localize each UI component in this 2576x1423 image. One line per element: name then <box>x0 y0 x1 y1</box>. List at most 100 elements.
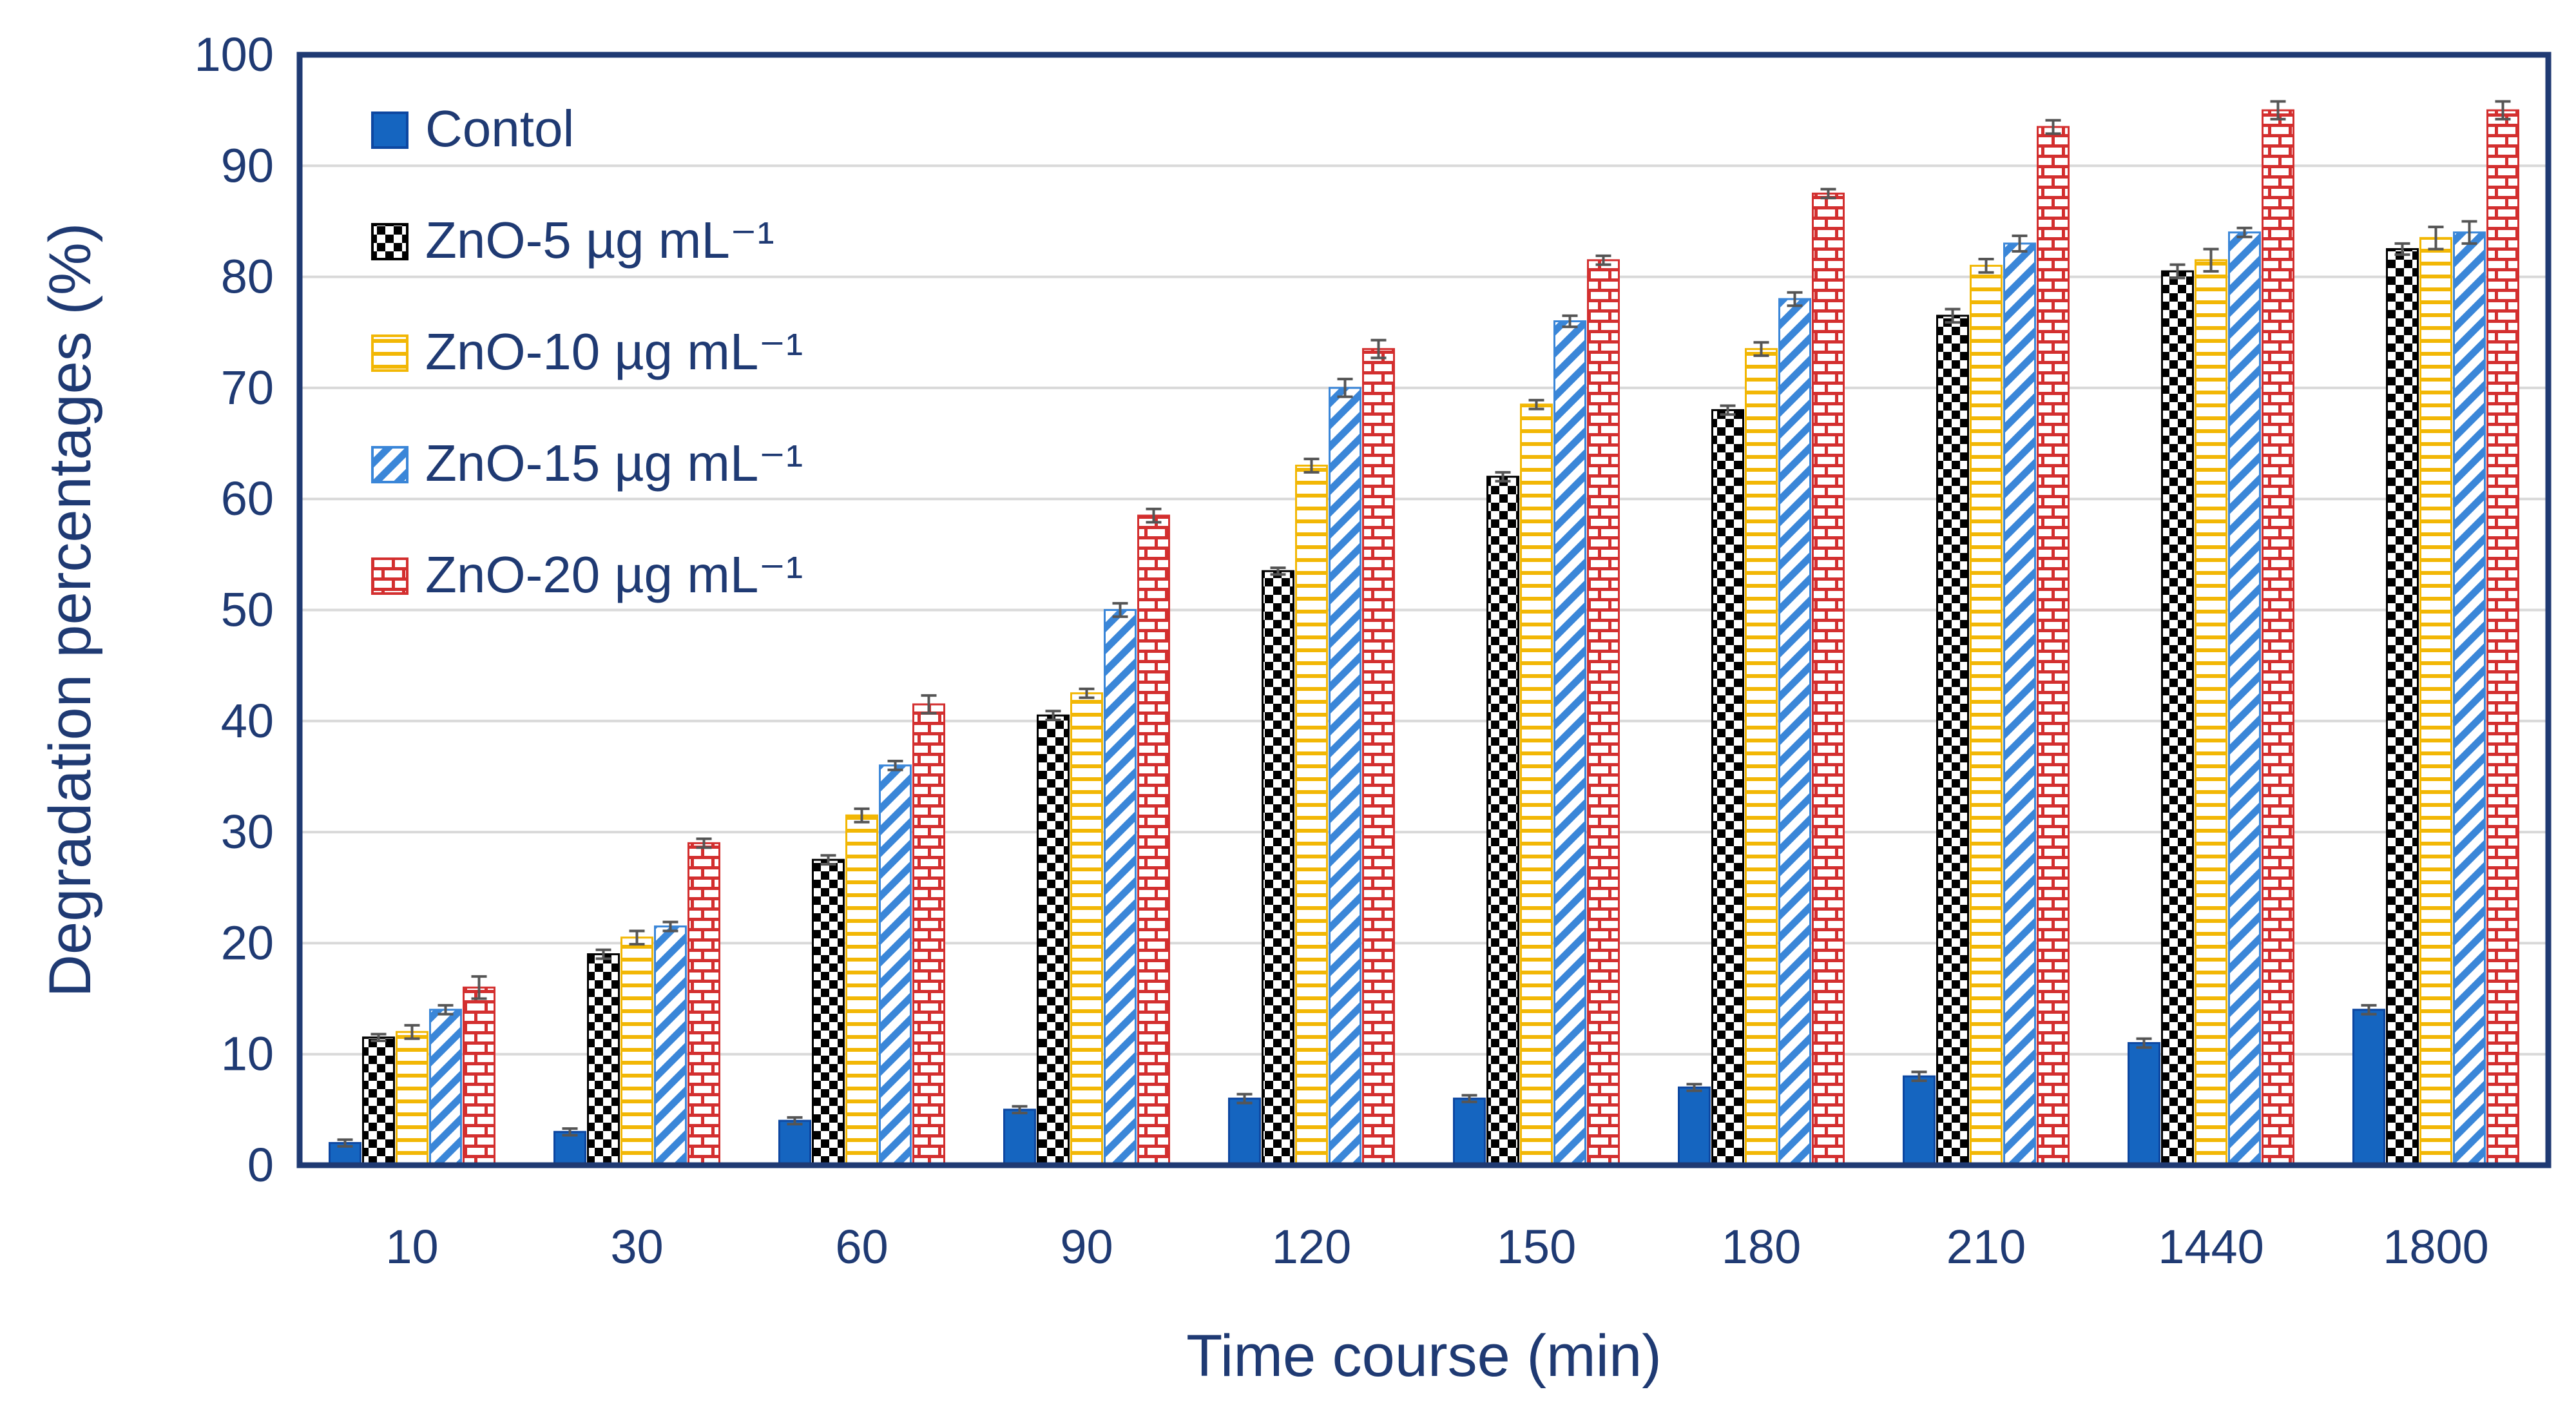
y-tick-label: 50 <box>221 583 274 637</box>
error-bar <box>1370 338 1387 360</box>
y-tick-label: 100 <box>195 28 274 81</box>
y-tick-label: 80 <box>221 250 274 304</box>
error-bar <box>1978 258 1994 274</box>
error-bar <box>471 975 487 1000</box>
bar-5-60 <box>912 703 945 1166</box>
error-bar <box>2012 234 2028 253</box>
bar-4-90 <box>1104 609 1137 1166</box>
bar-4-180 <box>1778 298 1811 1166</box>
bar-5-150 <box>1587 259 1620 1166</box>
bar-1-1440 <box>2128 1041 2160 1166</box>
bar-4-10 <box>429 1009 462 1166</box>
y-tick-label: 60 <box>221 472 274 525</box>
bar-5-30 <box>687 842 720 1166</box>
bar-3-210 <box>1970 264 2003 1166</box>
error-bar <box>2236 226 2253 238</box>
bar-2-60 <box>812 858 845 1166</box>
y-tick-label: 70 <box>221 361 274 414</box>
bar-1-60 <box>778 1119 811 1166</box>
bar-4-210 <box>2003 242 2036 1166</box>
bar-2-150 <box>1486 476 1519 1166</box>
bar-1-210 <box>1903 1075 1936 1166</box>
bar-2-1440 <box>2161 270 2194 1166</box>
error-bar <box>2495 100 2511 121</box>
bar-2-210 <box>1936 315 1969 1166</box>
bar-1-150 <box>1453 1098 1486 1166</box>
error-bar <box>1528 398 1544 411</box>
error-bar <box>2394 242 2410 257</box>
x-tick-labels: 10 30 60 90 120 150 180 210 1440 1800 <box>385 1220 2488 1273</box>
bar-3-120 <box>1295 465 1328 1166</box>
error-bar <box>2169 263 2186 280</box>
x-tick-label: 120 <box>1272 1220 1351 1273</box>
error-bar <box>1945 307 1961 324</box>
error-bar <box>787 1116 803 1126</box>
bar-5-210 <box>2037 126 2070 1166</box>
error-bar <box>2203 247 2219 273</box>
error-bar <box>887 759 903 771</box>
bar-3-150 <box>1520 403 1553 1166</box>
bar-4-30 <box>654 925 687 1166</box>
bar-2-10 <box>362 1036 395 1166</box>
legend-label-3: ZnO-10 µg mL⁻¹ <box>425 323 803 380</box>
legend-label-2: ZnO-5 µg mL⁻¹ <box>425 211 774 269</box>
legend: Contol ZnO-5 µg mL⁻¹ ZnO-10 µg mL⁻¹ ZnO-15 … <box>371 100 803 603</box>
error-bar <box>1753 341 1769 357</box>
y-tick-label: 10 <box>221 1027 274 1081</box>
bar-5-180 <box>1812 192 1845 1166</box>
y-tick-label: 20 <box>221 916 274 969</box>
error-bar <box>2461 220 2477 245</box>
error-bar <box>1562 314 1578 329</box>
error-bar <box>2136 1037 2152 1049</box>
bar-4-120 <box>1329 387 1361 1166</box>
x-tick-label: 10 <box>385 1220 438 1273</box>
error-bar <box>1146 507 1162 524</box>
legend-label-1: Contol <box>425 100 574 157</box>
error-bar <box>404 1023 420 1040</box>
y-tick-label: 90 <box>221 139 274 192</box>
bar-1-120 <box>1228 1098 1261 1166</box>
bar-5-90 <box>1137 514 1170 1166</box>
error-bar <box>2361 1003 2377 1016</box>
x-tick-label: 180 <box>1722 1220 1801 1273</box>
error-bar <box>1595 254 1611 266</box>
error-bar <box>696 837 712 849</box>
error-bars <box>337 100 2511 1148</box>
error-bar <box>921 694 937 715</box>
y-tick-label: 0 <box>247 1138 274 1192</box>
error-bar <box>854 807 870 824</box>
bar-5-1440 <box>2262 109 2294 1166</box>
legend-label-5: ZnO-20 µg mL⁻¹ <box>425 546 803 603</box>
bar-3-1800 <box>2419 237 2452 1166</box>
x-tick-label: 1800 <box>2383 1220 2489 1273</box>
x-tick-label: 30 <box>610 1220 663 1273</box>
error-bar <box>820 854 836 866</box>
bar-3-60 <box>845 814 878 1166</box>
error-bar <box>1236 1092 1253 1105</box>
bar-1-30 <box>553 1130 586 1166</box>
x-tick-label: 90 <box>1060 1220 1113 1273</box>
plot-area-border <box>296 52 2552 1168</box>
bar-3-30 <box>620 936 653 1166</box>
error-bar <box>1112 602 1128 618</box>
y-tick-label: 40 <box>221 694 274 748</box>
x-tick-label: 150 <box>1497 1220 1576 1273</box>
error-bar <box>2045 119 2061 135</box>
bar-2-90 <box>1037 714 1070 1166</box>
legend-swatch-4 <box>371 446 409 483</box>
bar-3-1440 <box>2195 259 2227 1166</box>
bar-3-180 <box>1745 348 1778 1166</box>
error-bar <box>370 1032 387 1043</box>
bar-4-1800 <box>2453 231 2486 1166</box>
error-bar <box>1270 566 1286 576</box>
bar-2-120 <box>1262 570 1294 1166</box>
bar-2-30 <box>587 953 620 1166</box>
x-axis-title: Time course (min) <box>1186 1323 1662 1389</box>
legend-swatch-2 <box>371 223 409 260</box>
error-bar <box>2428 226 2444 251</box>
error-bar <box>1495 470 1511 483</box>
error-bar <box>1686 1083 1702 1092</box>
bar-5-120 <box>1362 348 1395 1166</box>
